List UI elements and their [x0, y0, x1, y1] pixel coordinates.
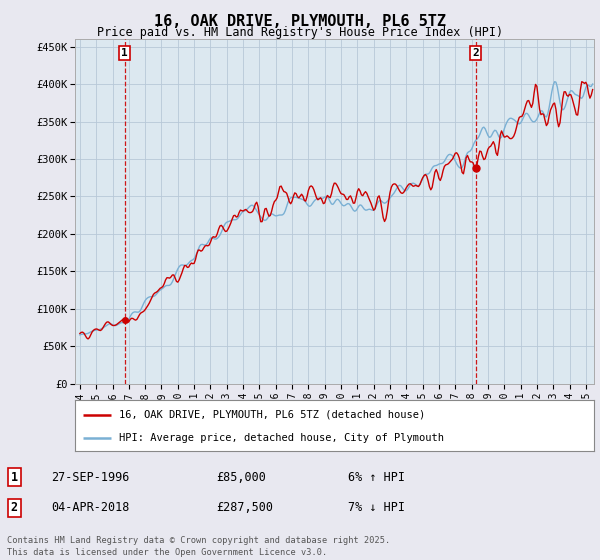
Text: Price paid vs. HM Land Registry's House Price Index (HPI): Price paid vs. HM Land Registry's House … [97, 26, 503, 39]
Text: HPI: Average price, detached house, City of Plymouth: HPI: Average price, detached house, City… [119, 433, 444, 443]
Text: 7% ↓ HPI: 7% ↓ HPI [348, 501, 405, 515]
Text: 6% ↑ HPI: 6% ↑ HPI [348, 470, 405, 484]
Text: 1: 1 [11, 470, 18, 484]
Text: 16, OAK DRIVE, PLYMOUTH, PL6 5TZ (detached house): 16, OAK DRIVE, PLYMOUTH, PL6 5TZ (detach… [119, 409, 425, 419]
Text: 2: 2 [11, 501, 18, 515]
Text: 27-SEP-1996: 27-SEP-1996 [51, 470, 130, 484]
Text: 04-APR-2018: 04-APR-2018 [51, 501, 130, 515]
Text: Contains HM Land Registry data © Crown copyright and database right 2025.
This d: Contains HM Land Registry data © Crown c… [7, 536, 391, 557]
Text: 16, OAK DRIVE, PLYMOUTH, PL6 5TZ: 16, OAK DRIVE, PLYMOUTH, PL6 5TZ [154, 14, 446, 29]
Text: 1: 1 [121, 48, 128, 58]
Text: £287,500: £287,500 [216, 501, 273, 515]
Text: £85,000: £85,000 [216, 470, 266, 484]
Text: 2: 2 [472, 48, 479, 58]
